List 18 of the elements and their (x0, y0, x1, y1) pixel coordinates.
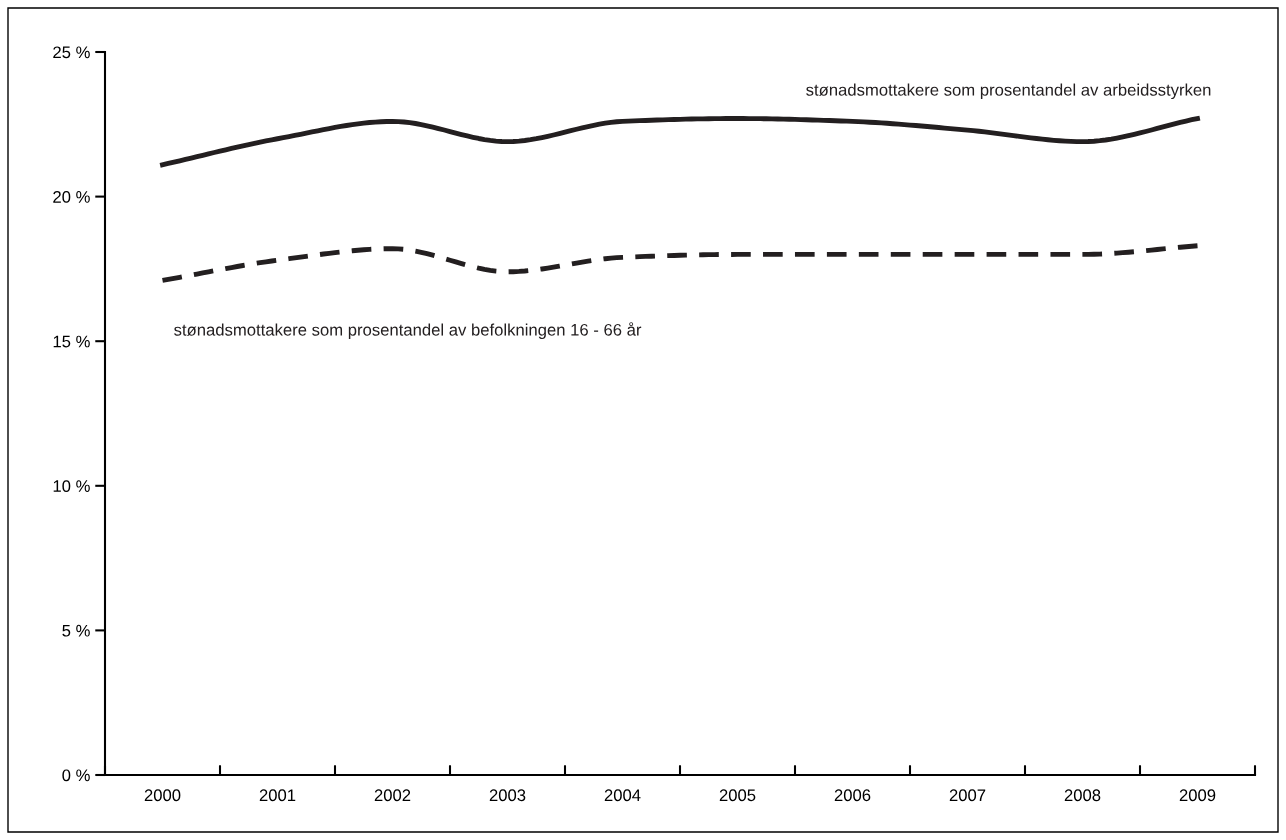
y-tick-label: 15 % (53, 335, 90, 348)
y-tick-label: 5 % (62, 624, 90, 637)
x-tick-label: 2009 (1179, 789, 1216, 802)
x-tick-label: 2008 (1064, 789, 1101, 802)
x-tick-label: 2003 (489, 789, 526, 802)
y-tick-label: 25 % (53, 46, 90, 59)
x-tick-label: 2000 (144, 789, 181, 802)
x-tick-label: 2006 (834, 789, 871, 802)
x-tick-label: 2004 (604, 789, 641, 802)
text: stønadsmottakere som prosentandel av befolkningen 16 - 66 år (174, 322, 642, 340)
series-label: stønadsmottakere som prosentandel av arbeidsstyrken (806, 83, 1211, 100)
x-tick-label: 2005 (719, 789, 756, 802)
x-tick-label: 2007 (949, 789, 986, 802)
y-tick-label: 10 % (53, 480, 90, 492)
x-tick-label: 2001 (259, 789, 296, 802)
x-tick-label: 2002 (374, 789, 411, 802)
y-tick-label: 20 % (53, 191, 90, 203)
y-tick-label: 0 % (62, 769, 90, 782)
